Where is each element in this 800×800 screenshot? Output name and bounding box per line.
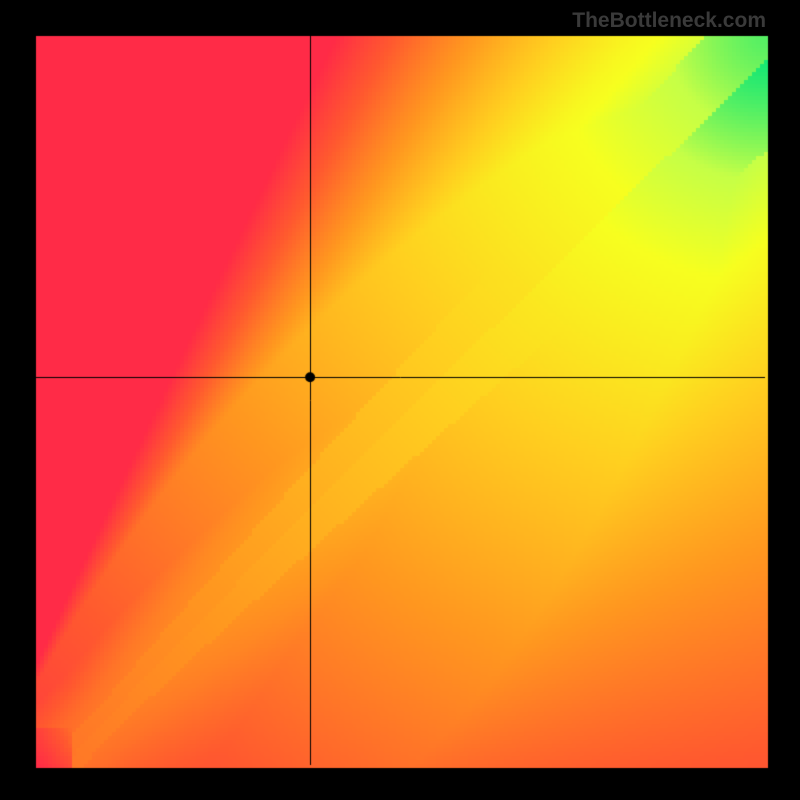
watermark-text: TheBottleneck.com bbox=[572, 9, 766, 33]
bottleneck-heatmap bbox=[0, 0, 800, 800]
chart-container: { "watermark": { "text": "TheBottleneck.… bbox=[0, 0, 800, 800]
